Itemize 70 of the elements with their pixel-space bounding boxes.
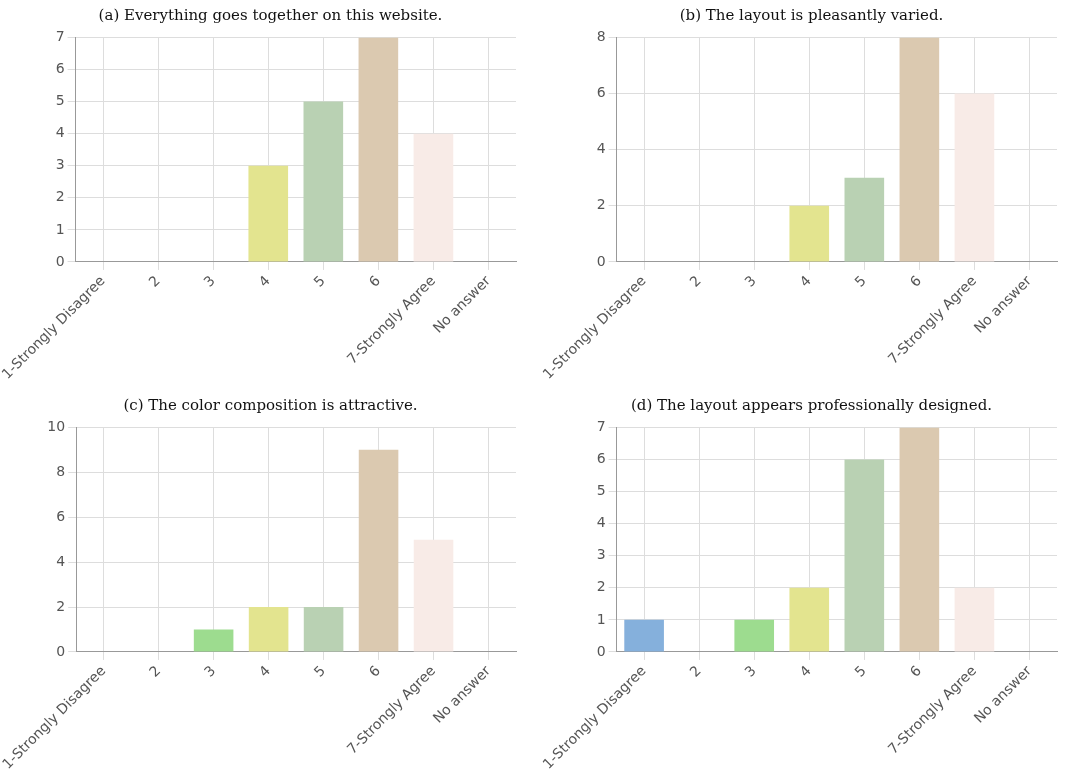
y-tick-label: 7 [596,418,606,435]
x-tick-label: 2 [686,272,704,290]
x-tick-label: 6 [365,272,384,290]
bar [303,101,344,262]
y-tick-label: 3 [596,546,606,563]
bar [248,607,289,652]
x-tick-label: 3 [200,272,218,290]
bar [899,37,940,262]
bar [844,459,885,652]
y-tick-label: 0 [596,642,606,659]
y-tick-label: 0 [596,252,606,269]
chart-title: (d) The layout appears professionally designed. [629,395,994,416]
x-tick-label: 4 [796,272,815,290]
y-tick-label: 1 [596,610,606,627]
y-tick-label: 8 [56,462,66,479]
y-tick-label: 2 [55,188,65,205]
bar [413,133,454,262]
x-tick-label: 5 [851,662,870,680]
bar [303,607,344,652]
bar [954,587,995,652]
y-tick-label: 2 [596,578,606,595]
y-tick-label: 6 [596,84,606,101]
y-tick-label: 0 [56,642,66,659]
y-tick-label: 3 [55,156,65,173]
y-tick-label: 6 [56,507,66,524]
y-tick-label: 1 [55,220,65,237]
y-tick-label: 2 [56,597,66,614]
x-tick-label: 2 [145,662,164,680]
bar [358,37,399,262]
y-tick-label: 0 [55,252,65,269]
x-tick-label: 4 [796,662,815,680]
y-tick-label: 10 [47,418,66,435]
bar [248,165,289,262]
x-tick-label: 3 [741,662,759,680]
bar [789,587,830,652]
x-tick-label: 6 [906,662,925,680]
y-tick-label: 7 [55,28,65,45]
bar [844,177,885,262]
y-tick-label: 4 [596,514,606,531]
y-tick-label: 8 [596,28,606,45]
y-tick-label: 4 [56,552,66,569]
chart-title: (c) The color composition is attractive. [122,395,419,416]
y-tick-label: 6 [596,450,606,467]
x-tick-label: 5 [851,272,870,290]
chart-title: (b) The layout is pleasantly varied. [678,5,945,26]
x-tick-label: 4 [255,272,274,290]
y-tick-label: 4 [55,124,65,141]
bar [734,619,775,652]
bar [193,629,234,652]
bar [358,449,399,652]
y-tick-label: 4 [596,140,606,157]
bar [413,539,454,652]
bar [789,205,830,262]
y-tick-label: 6 [55,60,65,77]
bar [899,427,940,652]
chart-title: (a) Everything goes together on this website. [97,5,444,26]
x-tick-label: 5 [310,272,329,290]
y-tick-label: 5 [596,482,606,499]
x-tick-label: 3 [200,662,219,680]
y-tick-label: 5 [55,92,65,109]
bar [624,619,664,652]
x-tick-label: 6 [906,272,925,290]
x-tick-label: 6 [365,662,384,680]
x-tick-label: 3 [741,272,759,290]
bar [954,93,995,262]
x-tick-label: 5 [310,662,329,680]
x-tick-label: 2 [686,662,704,680]
x-tick-label: 2 [145,272,163,290]
x-tick-label: 4 [255,662,274,680]
y-tick-label: 2 [596,196,606,213]
